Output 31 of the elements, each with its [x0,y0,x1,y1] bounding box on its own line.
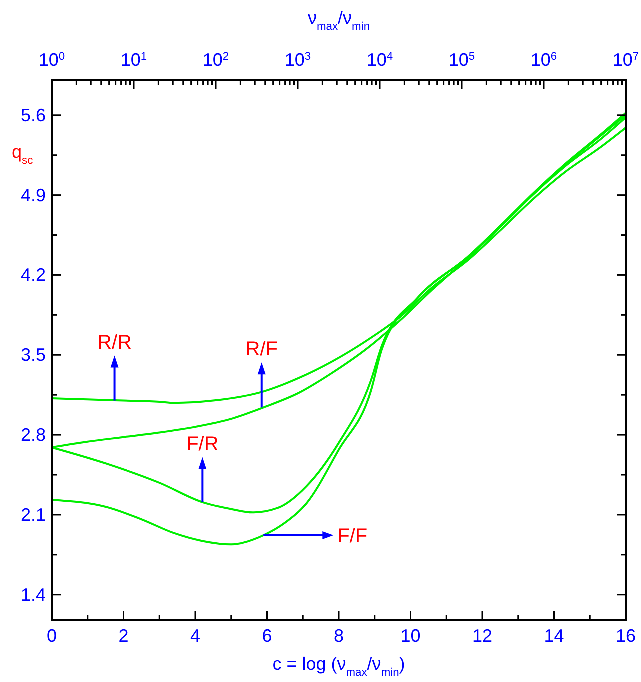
x2-tick-label: 10$^{2}$ [202,50,230,70]
x2-axis-title: ν$_{max}$/ν$_{min}$ [308,8,370,33]
y-tick-label: 5.6 [20,105,46,126]
x-tick-label: 8 [334,626,344,646]
x2-tick-label: 10$^{0}$ [38,50,66,70]
x2-tick-label: 10$^{4}$ [366,50,394,70]
x2-tick-label: 10$^{3}$ [284,50,312,70]
y-tick-label: 4.9 [20,185,46,206]
x-tick-label: 16 [616,626,636,646]
y-tick-label: 1.4 [20,584,46,605]
y-axis-title: q$_{sc}$ [12,142,34,167]
x2-tick-label: 10$^{7}$ [612,50,640,70]
x-axis-title: c = log (ν$_{max}$/ν$_{min}$) [272,654,406,679]
x-tick-label: 14 [544,626,564,646]
annotation: R/F [246,338,278,361]
x-tick-label: 10 [400,626,421,646]
annotation: F/R [186,433,219,456]
y-tick-label: 2.8 [20,425,46,446]
x2-tick-label: 10$^{1}$ [120,50,148,70]
y-tick-label: 2.1 [20,504,46,525]
y-tick-label: 4.2 [20,265,46,286]
annotation: F/F [338,526,368,548]
x-tick-label: 12 [472,626,493,646]
x-tick-label: 4 [190,626,201,646]
y-tick-label: 3.5 [20,345,46,366]
x2-tick-label: 10$^{5}$ [448,50,476,70]
x-tick-label: 0 [46,626,58,646]
x-tick-label: 6 [262,626,272,646]
x2-tick-label: 10$^{6}$ [530,50,558,70]
annotation: R/R [98,332,132,354]
x-tick-label: 2 [118,626,129,646]
